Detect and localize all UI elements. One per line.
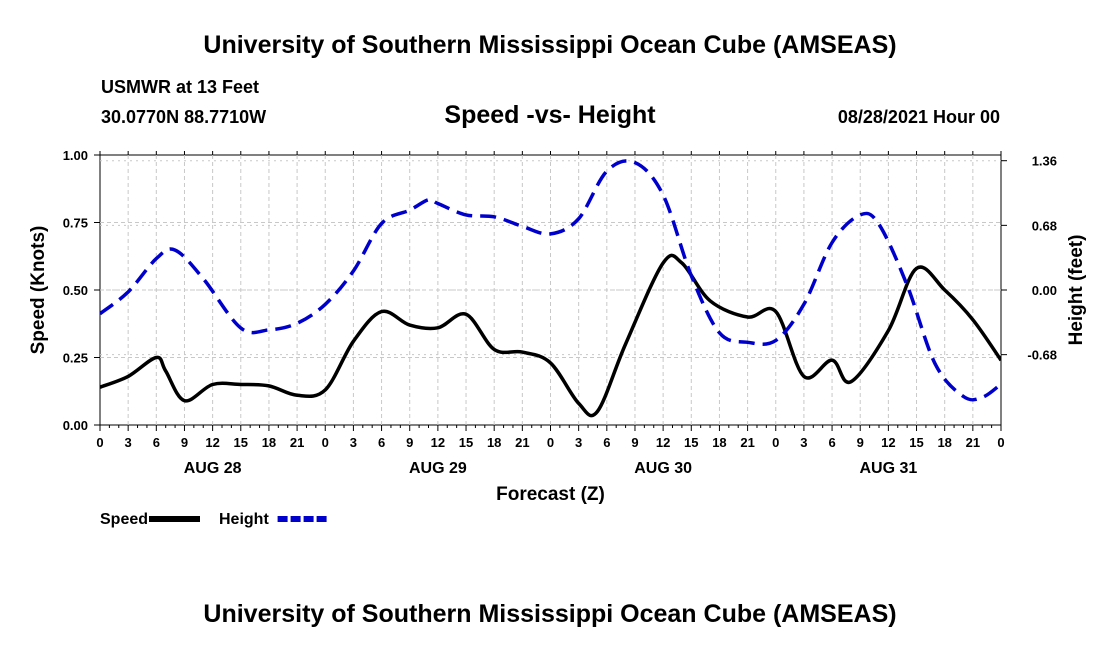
y-left-tick-label: 1.00 bbox=[63, 148, 88, 163]
legend-label-speed: Speed bbox=[100, 511, 148, 528]
x-tick-label: 9 bbox=[181, 435, 188, 450]
x-tick-label: 0 bbox=[322, 435, 329, 450]
x-tick-label: 0 bbox=[96, 435, 103, 450]
x-tick-label: 9 bbox=[631, 435, 638, 450]
x-tick-label: 3 bbox=[800, 435, 807, 450]
x-tick-label: 3 bbox=[125, 435, 132, 450]
x-tick-label: 21 bbox=[515, 435, 529, 450]
y-left-tick-label: 0.25 bbox=[63, 351, 88, 366]
y-left-tick-label: 0.50 bbox=[63, 283, 88, 298]
x-tick-label: 15 bbox=[234, 435, 248, 450]
forecast-datetime: 08/28/2021 Hour 00 bbox=[837, 107, 1000, 127]
x-tick-label: 21 bbox=[740, 435, 754, 450]
y-left-tick-label: 0.00 bbox=[63, 418, 88, 433]
x-tick-label: 3 bbox=[575, 435, 582, 450]
x-tick-label: 3 bbox=[350, 435, 357, 450]
y-right-axis-title: Height (feet) bbox=[1066, 235, 1087, 346]
chart-subtitle: Speed -vs- Height bbox=[444, 101, 656, 129]
x-tick-label: 21 bbox=[290, 435, 304, 450]
y-right-tick-label: -0.68 bbox=[1027, 348, 1057, 363]
y-right-tick-label: 0.00 bbox=[1032, 283, 1057, 298]
x-tick-label: 0 bbox=[547, 435, 554, 450]
y-left-axis-title: Speed (Knots) bbox=[28, 226, 49, 355]
day-label: AUG 29 bbox=[409, 460, 467, 477]
series-line-height bbox=[100, 159, 1001, 402]
day-label: AUG 28 bbox=[184, 460, 242, 477]
x-tick-label: 15 bbox=[909, 435, 923, 450]
x-tick-label: 15 bbox=[459, 435, 473, 450]
x-axis-title: Forecast (Z) bbox=[496, 484, 605, 505]
x-tick-label: 6 bbox=[603, 435, 610, 450]
chart-title-bottom: University of Southern Mississippi Ocean… bbox=[203, 600, 897, 628]
y-left-tick-label: 0.75 bbox=[63, 216, 88, 231]
x-tick-label: 18 bbox=[262, 435, 276, 450]
x-tick-label: 21 bbox=[966, 435, 980, 450]
day-label: AUG 30 bbox=[634, 460, 692, 477]
x-tick-label: 0 bbox=[997, 435, 1004, 450]
x-tick-label: 9 bbox=[857, 435, 864, 450]
x-tick-label: 12 bbox=[205, 435, 219, 450]
day-label: AUG 31 bbox=[859, 460, 917, 477]
y-right-tick-label: 0.68 bbox=[1032, 218, 1057, 233]
station-label: USMWR at 13 Feet bbox=[101, 77, 260, 97]
series-line-speed bbox=[100, 253, 1001, 418]
x-tick-label: 12 bbox=[431, 435, 445, 450]
x-tick-label: 0 bbox=[772, 435, 779, 450]
x-tick-label: 12 bbox=[881, 435, 895, 450]
x-tick-label: 6 bbox=[378, 435, 385, 450]
x-tick-label: 15 bbox=[684, 435, 698, 450]
x-tick-label: 18 bbox=[712, 435, 726, 450]
legend-label-height: Height bbox=[219, 511, 269, 528]
y-right-tick-label: 1.36 bbox=[1032, 154, 1057, 169]
coordinates-label: 30.0770N 88.7710W bbox=[101, 107, 267, 127]
x-tick-label: 9 bbox=[406, 435, 413, 450]
x-tick-label: 12 bbox=[656, 435, 670, 450]
x-tick-label: 6 bbox=[828, 435, 835, 450]
chart-title-top: University of Southern Mississippi Ocean… bbox=[203, 31, 897, 59]
x-tick-label: 18 bbox=[937, 435, 951, 450]
x-tick-label: 18 bbox=[487, 435, 501, 450]
x-tick-label: 6 bbox=[153, 435, 160, 450]
